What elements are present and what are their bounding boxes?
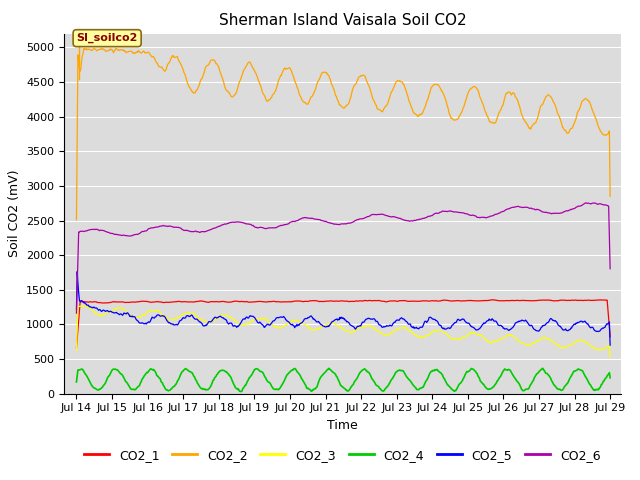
CO2_3: [81, 302, 89, 308]
CO2_5: [138, 320, 146, 326]
CO2_4: [539, 365, 547, 371]
CO2_4: [409, 382, 417, 387]
CO2_3: [220, 313, 228, 319]
CO2_4: [606, 375, 614, 381]
CO2_3: [192, 312, 200, 318]
CO2_5: [424, 317, 432, 323]
Line: CO2_5: CO2_5: [76, 272, 610, 345]
CO2_4: [137, 379, 145, 385]
CO2_1: [72, 345, 80, 351]
X-axis label: Time: Time: [327, 419, 358, 432]
CO2_2: [424, 95, 432, 101]
CO2_4: [191, 376, 199, 382]
CO2_4: [72, 379, 80, 385]
CO2_5: [192, 316, 200, 322]
CO2_6: [424, 214, 431, 220]
CO2_5: [72, 306, 80, 312]
CO2_1: [489, 297, 497, 303]
CO2_6: [137, 229, 145, 235]
CO2_5: [409, 325, 417, 331]
CO2_2: [138, 50, 146, 56]
CO2_3: [409, 330, 417, 336]
CO2_2: [192, 88, 200, 94]
CO2_6: [582, 200, 590, 206]
CO2_6: [72, 310, 80, 316]
Line: CO2_6: CO2_6: [76, 203, 610, 313]
CO2_2: [220, 82, 228, 87]
Y-axis label: Soil CO2 (mV): Soil CO2 (mV): [8, 170, 20, 257]
CO2_4: [83, 372, 90, 378]
CO2_1: [137, 299, 145, 304]
Title: Sherman Island Vaisala Soil CO2: Sherman Island Vaisala Soil CO2: [219, 13, 466, 28]
CO2_5: [606, 342, 614, 348]
Line: CO2_1: CO2_1: [76, 300, 610, 348]
Line: CO2_2: CO2_2: [76, 48, 610, 220]
CO2_5: [220, 316, 228, 322]
CO2_6: [191, 228, 199, 234]
Text: SI_soilco2: SI_soilco2: [76, 33, 138, 43]
CO2_1: [220, 299, 227, 304]
CO2_4: [237, 389, 245, 395]
CO2_5: [74, 269, 81, 275]
CO2_3: [72, 348, 80, 353]
CO2_6: [83, 228, 90, 234]
CO2_2: [90, 46, 98, 51]
Legend: CO2_1, CO2_2, CO2_3, CO2_4, CO2_5, CO2_6: CO2_1, CO2_2, CO2_3, CO2_4, CO2_5, CO2_6: [79, 444, 605, 467]
Line: CO2_3: CO2_3: [76, 305, 610, 358]
CO2_6: [408, 218, 416, 224]
CO2_3: [138, 313, 146, 319]
CO2_1: [191, 299, 199, 305]
CO2_5: [83, 302, 91, 308]
CO2_4: [220, 368, 227, 373]
CO2_3: [424, 332, 432, 338]
CO2_1: [408, 299, 416, 304]
CO2_1: [424, 298, 431, 304]
CO2_2: [409, 108, 417, 114]
CO2_2: [606, 193, 614, 199]
CO2_6: [220, 222, 227, 228]
CO2_1: [83, 299, 90, 305]
CO2_4: [424, 374, 432, 380]
CO2_6: [606, 266, 614, 272]
CO2_2: [83, 46, 90, 51]
CO2_3: [83, 304, 91, 310]
Line: CO2_4: CO2_4: [76, 368, 610, 392]
CO2_3: [606, 355, 614, 360]
CO2_2: [72, 217, 80, 223]
CO2_1: [606, 334, 614, 340]
